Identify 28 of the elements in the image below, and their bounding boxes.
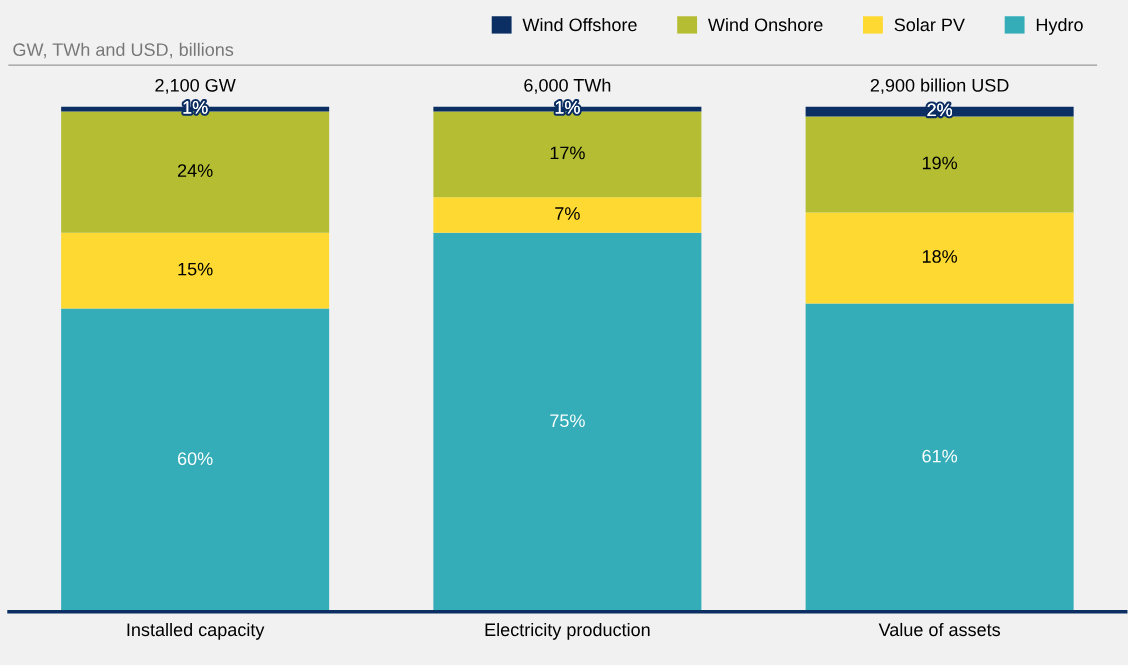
bar [61,232,330,309]
bar [433,232,702,612]
data-label: 18% [922,250,958,263]
legend-label: Solar PV [894,17,965,32]
data-label: 17% [550,146,585,160]
bar [61,308,330,612]
data-label: 75% [550,414,585,428]
bar [805,303,1074,612]
data-label: 2% [927,103,953,117]
data-label: 60% [177,452,213,466]
bar [433,197,702,233]
data-label: 7% [555,207,580,220]
legend-label: Wind Offshore [522,17,637,32]
x-tick-label: Electricity production [485,622,650,640]
legend-label: Hydro [1036,17,1083,35]
data-label: 24% [177,164,213,177]
x-tick-label: Value of assets [878,622,1001,637]
legend-label: Wind Onshore [707,17,823,32]
data-label: 61% [922,449,958,463]
chart-subtitle: GW, TWh and USD, billions [13,42,234,59]
data-label: 19% [922,156,958,170]
bar [805,212,1074,304]
annotation: 2,900 billion USD [870,78,1009,94]
annotation: 6,000 TWh [524,78,611,94]
x-tick-label: Installed capacity [127,622,265,640]
bar [805,116,1074,213]
data-label: 15% [178,262,213,276]
annotation: 2,100 GW [155,78,236,94]
